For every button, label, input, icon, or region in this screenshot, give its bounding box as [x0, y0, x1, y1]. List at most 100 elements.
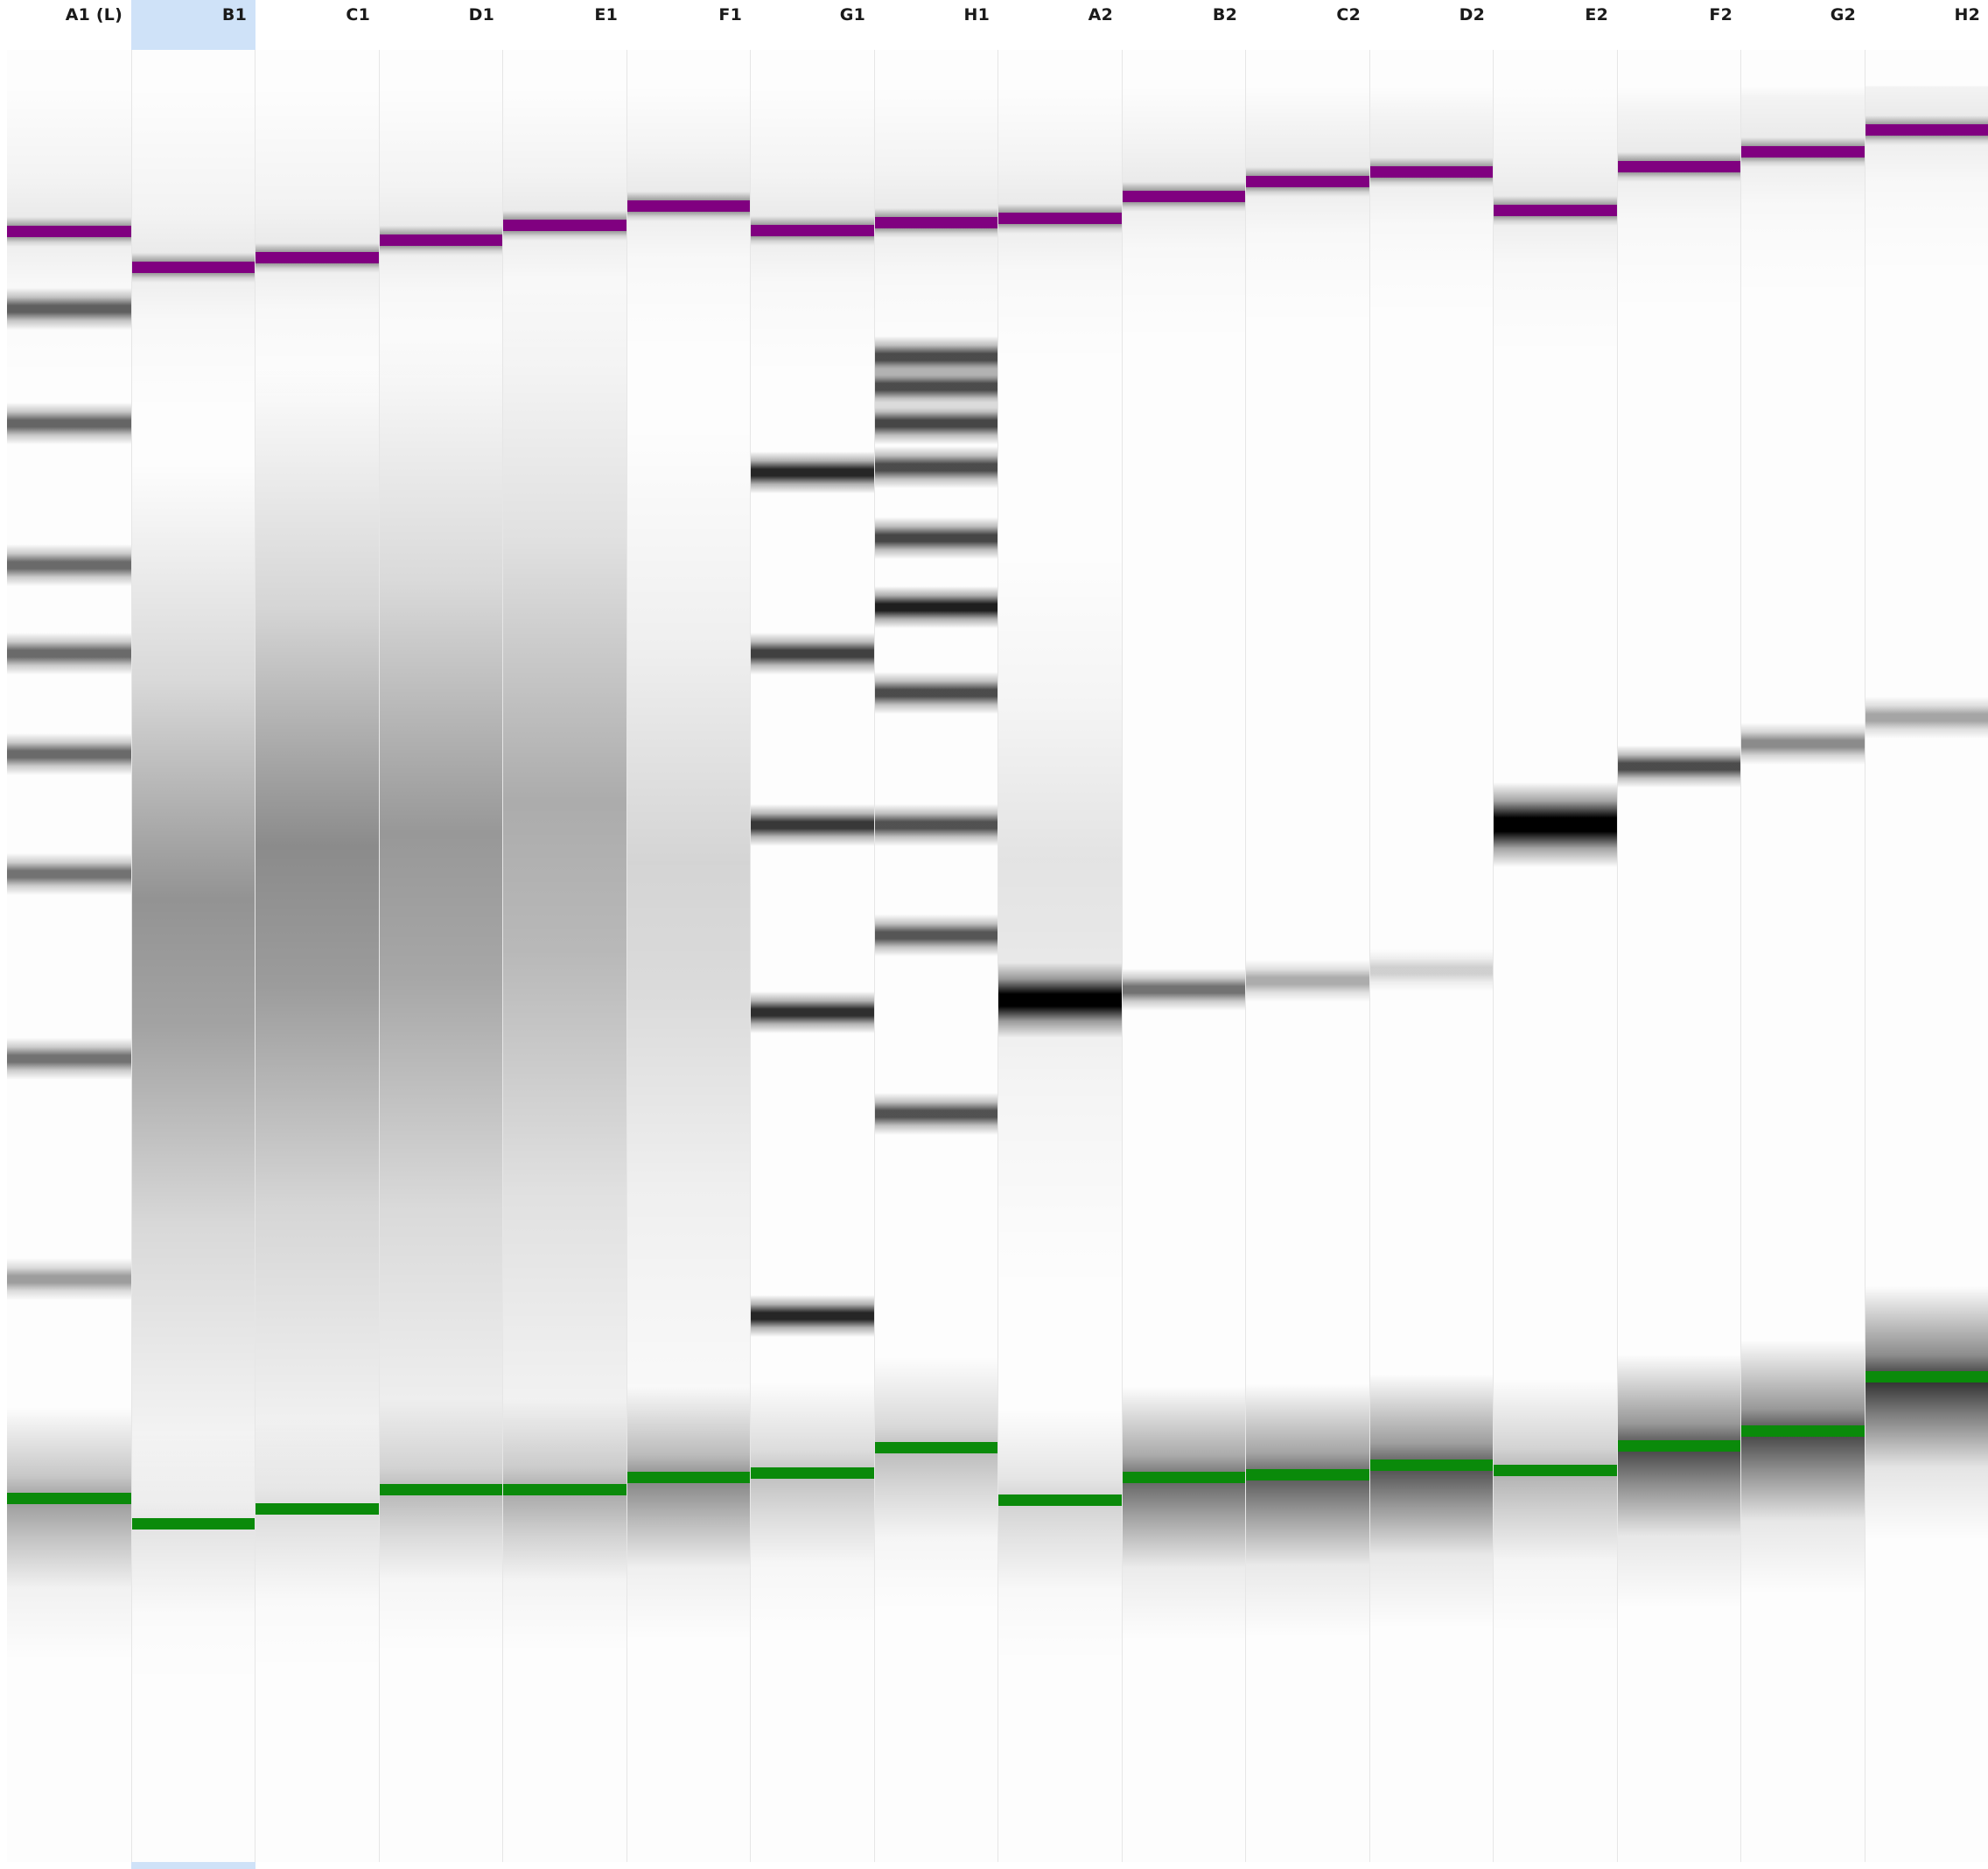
lane-label: E1: [594, 5, 618, 24]
lane-divider: [874, 50, 875, 1862]
lane-divider: [1740, 50, 1741, 1862]
gel-lane-f2[interactable]: [1617, 50, 1741, 1862]
gel-lane-h1[interactable]: [874, 50, 998, 1862]
gel-band: [7, 288, 131, 330]
gel-lane-c1[interactable]: [255, 50, 379, 1862]
gel-band: [7, 402, 131, 444]
gel-band: [874, 446, 998, 488]
lower-marker-band: [255, 1503, 379, 1515]
lower-marker-band: [1740, 1425, 1865, 1437]
lane-divider: [502, 50, 503, 1862]
gel-lane-b1[interactable]: [131, 50, 256, 1862]
gel-lane-f1[interactable]: [626, 50, 751, 1862]
gel-lane-e1[interactable]: [502, 50, 626, 1862]
lower-marker-band: [998, 1494, 1122, 1506]
upper-marker-band: [131, 262, 256, 273]
lane-header-b1[interactable]: B1: [131, 0, 256, 50]
lane-divider: [1493, 50, 1494, 1862]
lane-divider: [1122, 50, 1123, 1862]
upper-marker-band: [626, 200, 751, 212]
lane-header-a1l[interactable]: A1 (L): [7, 0, 131, 50]
lane-header-e2[interactable]: E2: [1493, 0, 1617, 50]
lane-header-c2[interactable]: C2: [1245, 0, 1369, 50]
lane-divider: [626, 50, 627, 1862]
lower-marker-band: [874, 1442, 998, 1453]
lane-label: B1: [221, 5, 247, 24]
lane-divider: [131, 50, 132, 1862]
gel-band: [998, 962, 1122, 1038]
gel-band: [1245, 960, 1369, 1002]
lane-label: F2: [1709, 5, 1732, 24]
gel-band: [1865, 696, 1988, 738]
lane-divider: [379, 50, 380, 1862]
upper-marker-band: [998, 213, 1122, 224]
gel-band: [7, 633, 131, 675]
lane-background: [7, 50, 131, 1862]
gel-lane-b2[interactable]: [1122, 50, 1246, 1862]
lane-header-g2[interactable]: G2: [1740, 0, 1865, 50]
lane-background: [626, 50, 751, 1862]
lane-background: [1122, 50, 1246, 1862]
gel-lane-d2[interactable]: [1369, 50, 1494, 1862]
gel-band: [874, 586, 998, 628]
gel-band: [874, 517, 998, 559]
lane-header-f2[interactable]: F2: [1617, 0, 1741, 50]
upper-marker-band: [874, 217, 998, 228]
lane-divider: [1369, 50, 1370, 1862]
lower-marker-band: [1369, 1460, 1494, 1471]
upper-marker-band: [7, 226, 131, 237]
lane-background: [1245, 50, 1369, 1862]
gel-lane-h2[interactable]: [1865, 50, 1988, 1862]
lane-header-e1[interactable]: E1: [502, 0, 626, 50]
gel-band: [874, 672, 998, 714]
lane-background: [1493, 50, 1617, 1862]
gel-band: [7, 544, 131, 586]
lower-marker-band: [1245, 1469, 1369, 1480]
upper-marker-band: [750, 225, 874, 236]
lane-header-h2[interactable]: H2: [1865, 0, 1988, 50]
gel-lane-a2[interactable]: [998, 50, 1122, 1862]
lane-divider: [1865, 50, 1866, 1862]
gel-band: [7, 733, 131, 775]
lane-label: F1: [718, 5, 742, 24]
lane-header-h1[interactable]: H1: [874, 0, 998, 50]
gel-band: [874, 1093, 998, 1135]
gel-lane-c2[interactable]: [1245, 50, 1369, 1862]
gel-band: [7, 1258, 131, 1300]
lower-marker-band: [1493, 1465, 1617, 1476]
gel-band: [750, 804, 874, 846]
lane-label: B2: [1212, 5, 1237, 24]
lane-background: [750, 50, 874, 1862]
gel-lane-g1[interactable]: [750, 50, 874, 1862]
upper-marker-band: [1122, 191, 1246, 202]
upper-marker-band: [1369, 166, 1494, 178]
lane-header-b2[interactable]: B2: [1122, 0, 1246, 50]
upper-marker-band: [1617, 161, 1741, 172]
upper-marker-band: [1740, 146, 1865, 158]
lane-label: C2: [1336, 5, 1361, 24]
lane-header-c1[interactable]: C1: [255, 0, 379, 50]
lane-background: [255, 50, 379, 1862]
lane-divider: [1617, 50, 1618, 1862]
lane-header-d1[interactable]: D1: [379, 0, 503, 50]
lane-divider: [255, 50, 256, 1862]
lower-marker-band: [7, 1493, 131, 1504]
lane-header-a2[interactable]: A2: [998, 0, 1122, 50]
lane-divider: [750, 50, 751, 1862]
gel-band: [750, 452, 874, 494]
gel-band: [7, 1038, 131, 1080]
lane-header-f1[interactable]: F1: [626, 0, 751, 50]
gel-lane-a1l[interactable]: [7, 50, 131, 1862]
gel-band: [874, 804, 998, 846]
lower-marker-band: [502, 1484, 626, 1495]
lane-label: G2: [1830, 5, 1856, 24]
gel-lane-d1[interactable]: [379, 50, 503, 1862]
lane-background: [379, 50, 503, 1862]
lane-background: [1865, 50, 1988, 1862]
gel-lane-e2[interactable]: [1493, 50, 1617, 1862]
lane-label: D2: [1459, 5, 1485, 24]
lower-marker-band: [1865, 1371, 1988, 1382]
lane-header-g1[interactable]: G1: [750, 0, 874, 50]
gel-lane-g2[interactable]: [1740, 50, 1865, 1862]
lane-header-d2[interactable]: D2: [1369, 0, 1494, 50]
